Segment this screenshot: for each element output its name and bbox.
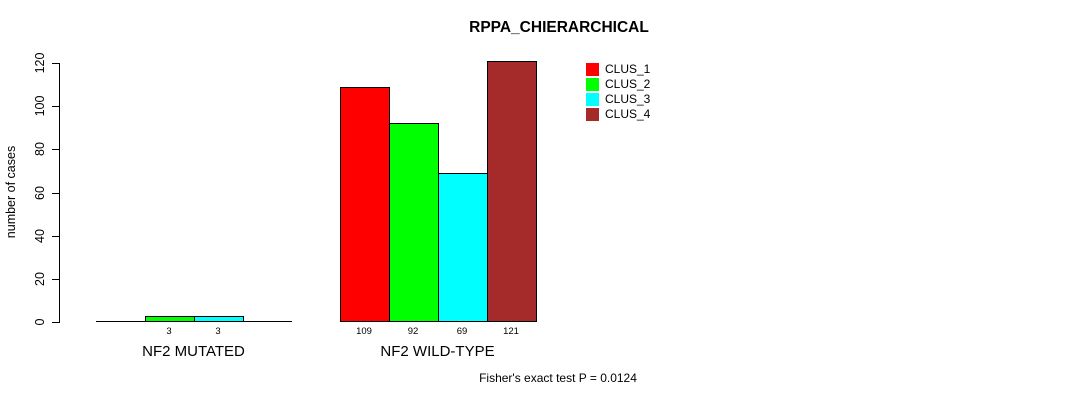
legend-label: CLUS_3 — [605, 91, 651, 106]
legend-label: CLUS_4 — [605, 106, 651, 121]
y-tick-label: 40 — [33, 228, 47, 243]
y-tick-label: 20 — [33, 271, 47, 286]
annotation-text: Fisher's exact test P = 0.0124 — [479, 371, 637, 385]
bar-clus_1-2 — [339, 87, 390, 322]
legend-item: CLUS_3 — [586, 92, 650, 106]
legend-label: CLUS_1 — [605, 61, 651, 76]
legend-item: CLUS_1 — [586, 62, 650, 76]
legend-label: CLUS_2 — [605, 76, 651, 91]
bar-clus_2-1 — [144, 316, 195, 322]
y-tick — [52, 279, 60, 280]
bar-clus_2-2 — [388, 123, 439, 322]
bar-clus_4-2 — [486, 61, 537, 322]
bar-clus_3-2 — [437, 173, 488, 322]
y-axis-label: number of cases — [4, 145, 18, 239]
y-tick-label: 80 — [33, 142, 47, 157]
chart-title: RPPA_CHIERARCHICAL — [469, 19, 649, 36]
category-label: NF2 WILD-TYPE — [380, 343, 495, 360]
y-tick — [52, 63, 60, 64]
y-tick-label: 120 — [33, 52, 47, 74]
bar-clus_3-1 — [193, 316, 244, 322]
bar-value-label: 3 — [166, 326, 172, 337]
y-tick — [52, 193, 60, 194]
bar-value-label: 3 — [215, 326, 221, 337]
bar-value-label: 92 — [407, 326, 419, 337]
y-tick-label: 60 — [33, 185, 47, 200]
legend-swatch-clus_2 — [586, 77, 599, 91]
legend-item: CLUS_4 — [586, 107, 650, 121]
y-tick — [52, 236, 60, 237]
category-label: NF2 MUTATED — [142, 343, 245, 360]
y-tick — [52, 106, 60, 107]
bar-value-label: 121 — [503, 326, 519, 337]
legend-swatch-clus_1 — [586, 62, 599, 76]
bar-value-label: 109 — [356, 326, 372, 337]
y-tick — [52, 322, 60, 323]
legend-swatch-clus_4 — [586, 107, 599, 121]
bar-value-label: 69 — [456, 326, 468, 337]
y-tick-label: 100 — [33, 95, 47, 117]
y-tick — [52, 149, 60, 150]
y-tick-label: 0 — [33, 318, 47, 326]
legend-swatch-clus_3 — [586, 92, 599, 106]
legend-item: CLUS_2 — [586, 77, 650, 91]
